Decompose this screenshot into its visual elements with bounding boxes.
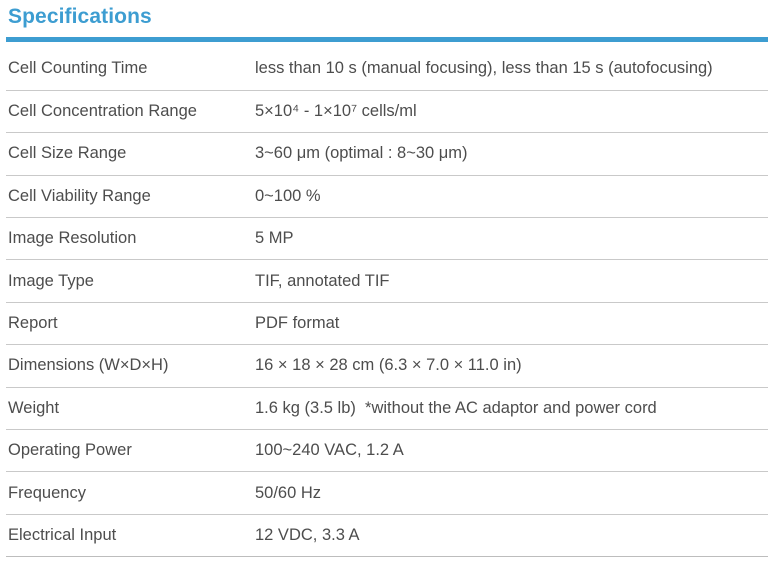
spec-label: Operating Power [8,441,132,460]
table-row: Weight 1.6 kg (3.5 lb) *without the AC a… [6,387,768,430]
spec-value: 50/60 Hz [255,483,322,502]
table-row: Cell Viability Range 0~100 % [6,175,768,218]
title-underline [6,37,768,42]
spec-label: Frequency [8,483,86,502]
table-row: Report PDF format [6,302,768,345]
spec-value: less than 10 s (manual focusing), less t… [255,59,713,78]
spec-label: Cell Viability Range [8,186,151,205]
spec-label: Image Resolution [8,229,137,248]
spec-value: 1.6 kg (3.5 lb) *without the AC adaptor … [255,398,657,417]
spec-label: Dimensions (W×D×H) [8,356,169,375]
table-row: Cell Size Range 3~60 μm (optimal : 8~30 … [6,133,768,176]
spec-value: 5 MP [255,229,294,248]
page-title: Specifications [8,5,152,28]
spec-label: Cell Size Range [8,144,127,163]
spec-label: Electrical Input [8,525,117,544]
table-row: Image Resolution 5 MP [6,218,768,260]
table-row: Frequency 50/60 Hz [6,472,768,515]
table-row: Cell Counting Time less than 10 s (manua… [6,48,768,91]
spec-value: TIF, annotated TIF [255,271,390,290]
spec-label: Cell Concentration Range [8,102,197,121]
spec-label: Image Type [8,271,94,290]
spec-table: Cell Counting Time less than 10 s (manua… [6,48,768,557]
spec-value: 5×10⁴ - 1×10⁷ cells/ml [255,102,417,121]
spec-value: 3~60 μm (optimal : 8~30 μm) [255,144,468,163]
spec-label: Weight [8,398,60,417]
table-row: Dimensions (W×D×H) 16 × 18 × 28 cm (6.3 … [6,345,768,388]
table-row: Electrical Input 12 VDC, 3.3 A [6,514,768,557]
table-row: Image Type TIF, annotated TIF [6,260,768,303]
spec-value: PDF format [255,314,340,333]
spec-label: Cell Counting Time [8,59,148,78]
spec-value: 16 × 18 × 28 cm (6.3 × 7.0 × 11.0 in) [255,356,522,375]
spec-value: 0~100 % [255,186,321,205]
spec-value: 12 VDC, 3.3 A [255,525,360,544]
table-row: Cell Concentration Range 5×10⁴ - 1×10⁷ c… [6,90,768,133]
spec-value: 100~240 VAC, 1.2 A [255,441,404,460]
spec-label: Report [8,314,58,333]
table-row: Operating Power 100~240 VAC, 1.2 A [6,430,768,472]
